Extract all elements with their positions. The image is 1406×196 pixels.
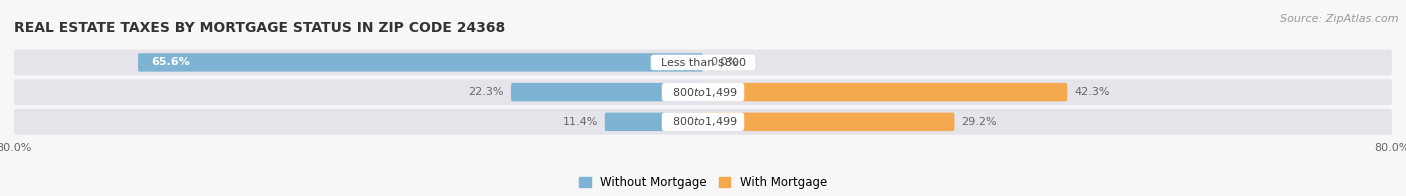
FancyBboxPatch shape <box>138 53 703 72</box>
Text: $800 to $1,499: $800 to $1,499 <box>665 86 741 99</box>
Text: REAL ESTATE TAXES BY MORTGAGE STATUS IN ZIP CODE 24368: REAL ESTATE TAXES BY MORTGAGE STATUS IN … <box>14 21 505 35</box>
Text: 22.3%: 22.3% <box>468 87 505 97</box>
Text: $800 to $1,499: $800 to $1,499 <box>665 115 741 128</box>
Text: Less than $800: Less than $800 <box>654 57 752 67</box>
Text: 29.2%: 29.2% <box>962 117 997 127</box>
FancyBboxPatch shape <box>14 50 1392 75</box>
Text: 42.3%: 42.3% <box>1074 87 1109 97</box>
Legend: Without Mortgage, With Mortgage: Without Mortgage, With Mortgage <box>579 176 827 189</box>
FancyBboxPatch shape <box>14 79 1392 105</box>
FancyBboxPatch shape <box>510 83 703 101</box>
FancyBboxPatch shape <box>605 113 703 131</box>
FancyBboxPatch shape <box>703 83 1067 101</box>
Text: 11.4%: 11.4% <box>562 117 598 127</box>
Text: 0.0%: 0.0% <box>710 57 738 67</box>
Text: 65.6%: 65.6% <box>150 57 190 67</box>
FancyBboxPatch shape <box>14 109 1392 135</box>
Text: Source: ZipAtlas.com: Source: ZipAtlas.com <box>1281 14 1399 24</box>
FancyBboxPatch shape <box>703 113 955 131</box>
